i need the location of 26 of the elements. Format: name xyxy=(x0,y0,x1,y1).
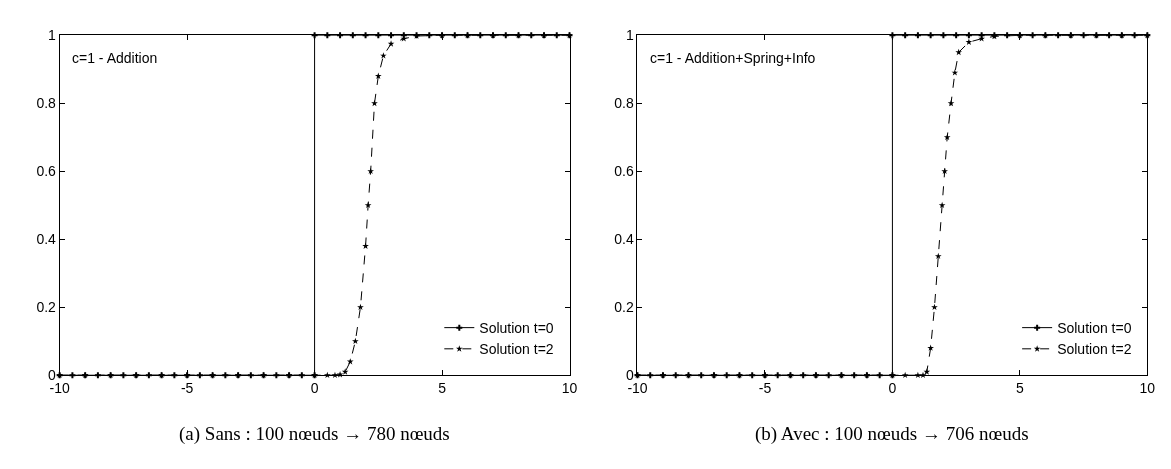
y-tick-label: 0.2 xyxy=(36,299,57,316)
x-tick-label: -5 xyxy=(180,380,194,397)
legend-label: Solution t=0 xyxy=(1057,320,1132,337)
x-tick-label: 5 xyxy=(438,380,447,397)
y-tick-label: 0.8 xyxy=(36,95,57,112)
text: (b) Avec : 100 nœuds → 706 nœuds xyxy=(755,423,1029,445)
legend-label: Solution t=0 xyxy=(479,320,554,337)
x-tick-label: 0 xyxy=(888,380,897,397)
y-tick-label: 0.6 xyxy=(36,163,57,180)
y-tick-label: 0.2 xyxy=(614,299,634,316)
y-tick-label: 0.8 xyxy=(614,95,634,112)
legend-label: Solution t=2 xyxy=(479,341,554,358)
annotation: c=1 - Addition+Spring+Info xyxy=(650,50,816,66)
y-tick-label: 0.6 xyxy=(614,163,634,180)
annotation: c=1 - Addition xyxy=(72,50,158,66)
y-tick-label: 1 xyxy=(48,27,57,44)
x-tick-label: 5 xyxy=(1015,380,1024,397)
legend-label: Solution t=2 xyxy=(1057,341,1132,358)
x-tick-label: 10 xyxy=(561,380,578,397)
y-tick-label: 0.4 xyxy=(36,231,57,248)
text: (a) Sans : 100 nœuds → 780 nœuds xyxy=(179,423,450,445)
y-tick-label: 1 xyxy=(625,27,634,44)
x-tick-label: 0 xyxy=(310,380,319,397)
x-tick-label: -5 xyxy=(758,380,772,397)
x-tick-label: 10 xyxy=(1139,380,1156,397)
y-tick-label: 0.4 xyxy=(614,231,634,248)
